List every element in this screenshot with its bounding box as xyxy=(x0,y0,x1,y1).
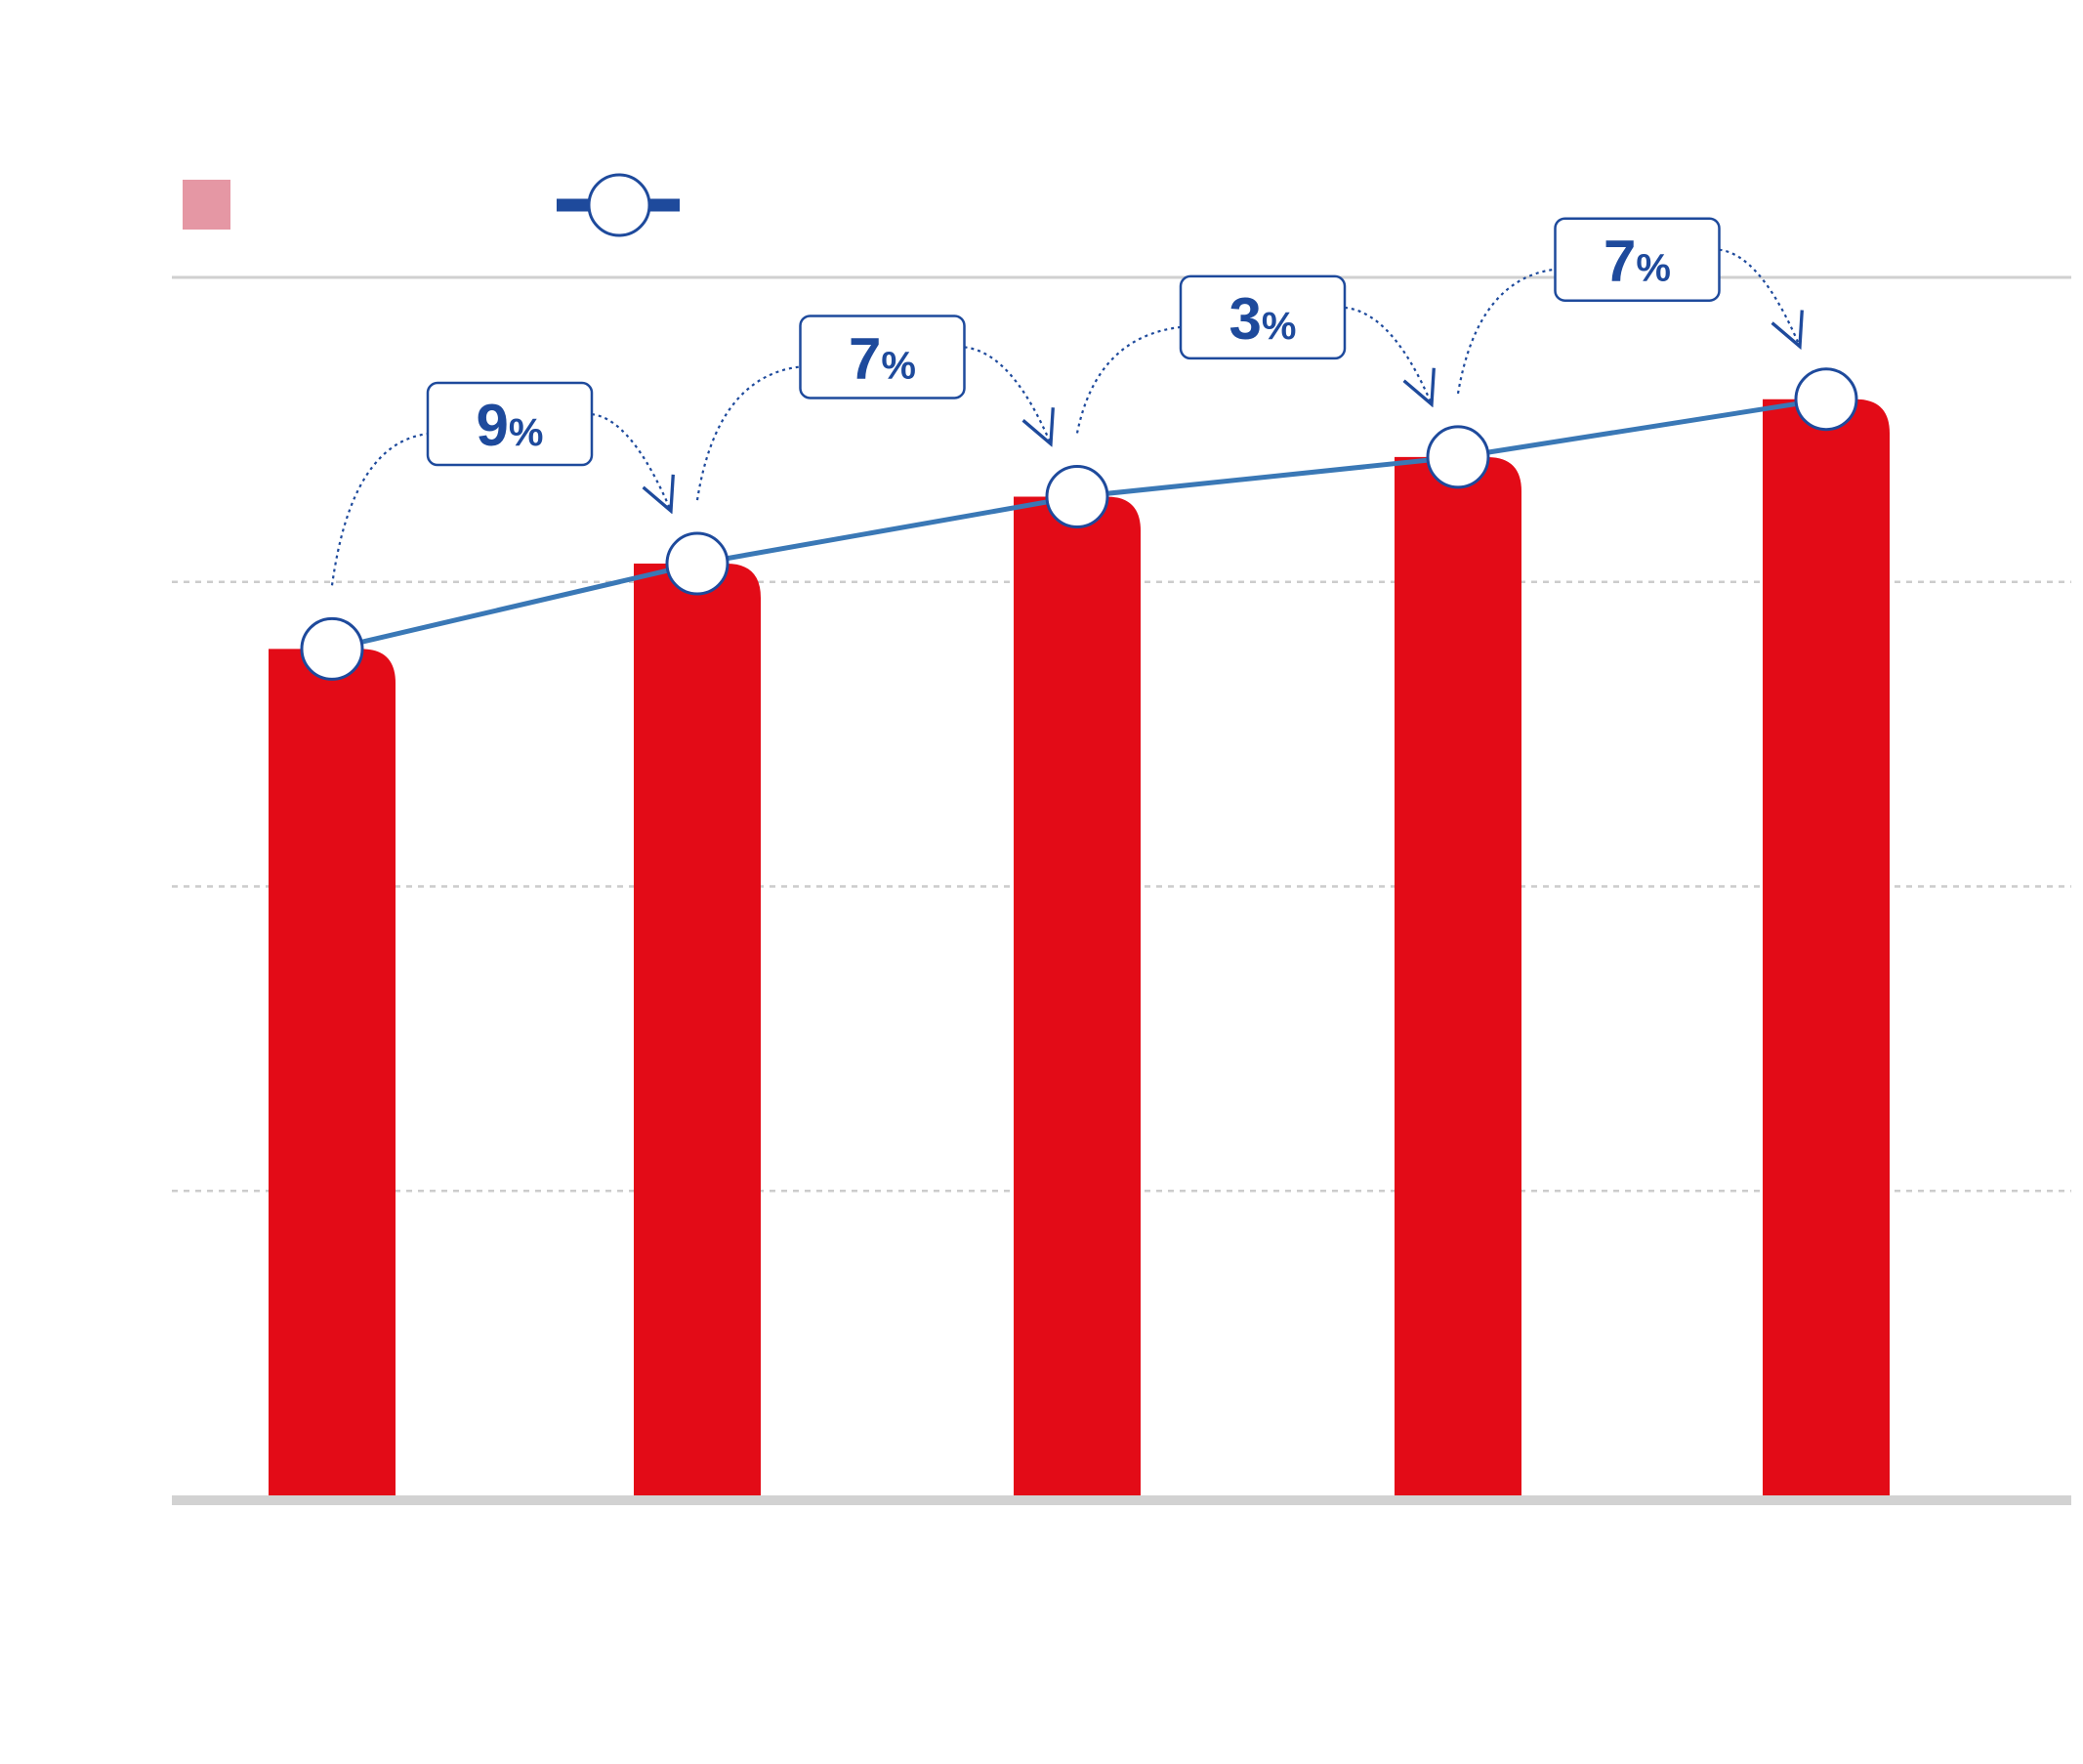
growth-value: 9 xyxy=(477,393,509,458)
growth-arc-left xyxy=(695,365,801,501)
line-point xyxy=(1426,425,1490,489)
growth-arc-right xyxy=(591,412,671,511)
growth-label-box xyxy=(799,315,966,399)
growth-value: 3 xyxy=(1229,286,1262,352)
growth-label-box xyxy=(1179,274,1347,360)
line-point xyxy=(1794,367,1858,432)
growth-arc-right xyxy=(1344,306,1432,404)
growth-annotations: 9%7%3%7% xyxy=(330,217,1801,586)
legend-line-marker xyxy=(557,173,680,237)
bar xyxy=(269,649,396,1495)
line-point xyxy=(300,616,364,681)
bar-series xyxy=(269,399,1890,1496)
growth-unit: % xyxy=(509,411,544,454)
growth-arc-right xyxy=(964,346,1052,443)
bar xyxy=(1763,399,1890,1496)
line-series xyxy=(300,367,1858,681)
growth-arc-left xyxy=(330,432,429,586)
growth-arc-right xyxy=(1719,248,1801,347)
growth-unit: % xyxy=(881,344,916,387)
bar xyxy=(1014,496,1141,1496)
bar xyxy=(634,564,761,1495)
growth-label-box xyxy=(1554,217,1721,302)
bar xyxy=(1395,456,1521,1495)
growth-label: 7% xyxy=(849,325,916,391)
growth-label: 7% xyxy=(1604,229,1671,294)
growth-arc-left xyxy=(1075,325,1182,434)
legend-bar-swatch xyxy=(183,180,230,230)
growth-value: 7 xyxy=(849,325,881,391)
growth-unit: % xyxy=(1636,247,1671,290)
growth-label: 9% xyxy=(477,393,544,458)
growth-label-box xyxy=(426,381,594,467)
legend xyxy=(183,173,680,237)
growth-arc-left xyxy=(1456,268,1556,395)
growth-label: 3% xyxy=(1229,286,1297,352)
growth-value: 7 xyxy=(1604,229,1636,294)
line-point xyxy=(1045,464,1109,528)
line-point xyxy=(665,531,729,596)
growth-unit: % xyxy=(1262,305,1297,348)
